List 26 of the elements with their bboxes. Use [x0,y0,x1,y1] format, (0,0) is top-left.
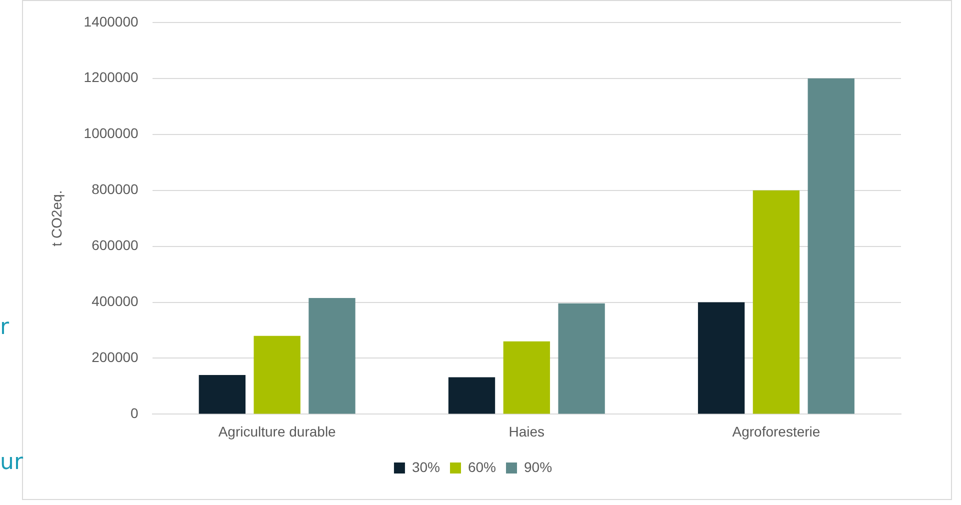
legend-label: 60% [468,458,496,475]
bar [198,375,246,414]
x-tick-label: Agriculture durable [218,423,336,440]
y-tick-label: 400000 [92,293,139,310]
legend-label: 30% [412,458,440,475]
y-tick-label: 0 [130,405,139,422]
bar [254,336,300,414]
bar [808,78,854,414]
text: ur [0,450,23,475]
legend-label: 90% [524,458,552,475]
bar [752,190,800,414]
y-tick-label: 200000 [92,349,139,366]
bar [558,303,605,414]
bar [698,302,745,414]
bar [503,341,550,414]
x-tick-label: Agroforesterie [732,423,820,440]
x-tick-label: Haies [508,423,545,440]
text: r [0,315,10,340]
y-axis-title: t CO2eq. [48,190,64,246]
y-tick-label: 1400000 [84,13,139,30]
y-tick-label: 1200000 [84,69,139,86]
bar [448,377,496,414]
bar [308,298,356,414]
y-tick-label: 600000 [92,237,139,254]
y-tick-label: 1000000 [84,125,139,142]
y-tick-label: 800000 [92,181,139,198]
